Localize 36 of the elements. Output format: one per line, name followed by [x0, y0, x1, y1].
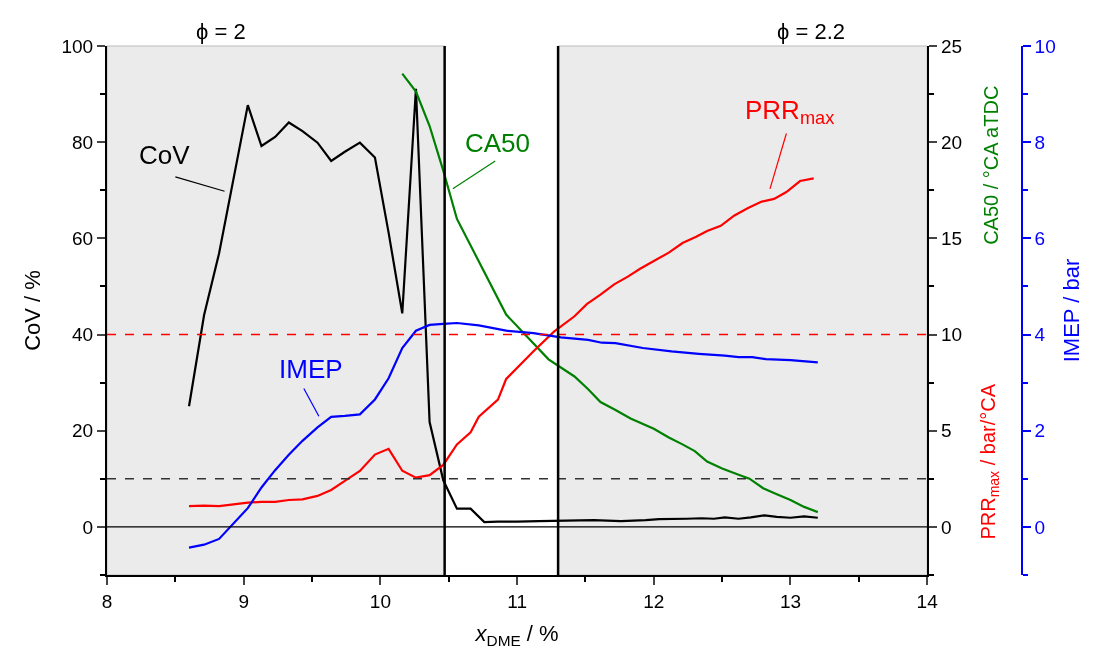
y2-tick-label: 10: [940, 324, 963, 346]
y3-tick-label: 0: [1034, 516, 1046, 538]
y3-axis-title: IMEP / bar: [1059, 258, 1085, 363]
x-tick-label: 8: [101, 590, 113, 612]
x-tick-label: 14: [916, 590, 939, 612]
y-tick-label: 40: [72, 324, 94, 346]
x-axis-title: x$_{DME}$ / %: [474, 621, 559, 649]
y3-tick-label: 2: [1034, 420, 1046, 442]
y-tick-label: 20: [72, 420, 94, 442]
band-label: ϕ = 2.2: [777, 19, 845, 44]
y2-tick-label: 25: [940, 35, 963, 57]
text: PRR$_{max}$: [745, 95, 835, 129]
line-series: [187, 321, 819, 549]
y2-tick-label: 5: [940, 420, 952, 442]
series-label: CA50: [465, 128, 531, 158]
y3-tick-label: 6: [1034, 228, 1046, 250]
x-tick-label: 9: [238, 590, 249, 612]
y-axis-title: CoV / %: [19, 270, 45, 351]
x-tick-label: 11: [507, 590, 527, 612]
y3-tick-label: 8: [1034, 131, 1046, 153]
x-tick-label: 10: [369, 590, 391, 612]
series-label: IMEP: [279, 354, 343, 384]
y-tick-label: 60: [72, 228, 94, 250]
y-tick-label: 80: [72, 131, 94, 153]
band-label: ϕ = 2: [196, 19, 246, 44]
y3-tick-label: 4: [1034, 324, 1046, 346]
y2-tick-label: 15: [940, 228, 963, 250]
series-label: CoV: [139, 140, 191, 170]
text: CA50 / °CA aTDC: [979, 85, 1002, 245]
y3-tick-label: 10: [1034, 35, 1056, 57]
y2-tick-label: 0: [940, 516, 952, 538]
x-tick-label: 13: [779, 590, 802, 612]
y-tick-label: 0: [82, 516, 94, 538]
y-tick-label: 100: [61, 35, 94, 57]
x-tick-label: 12: [643, 590, 665, 612]
y2-tick-label: 20: [940, 131, 963, 153]
